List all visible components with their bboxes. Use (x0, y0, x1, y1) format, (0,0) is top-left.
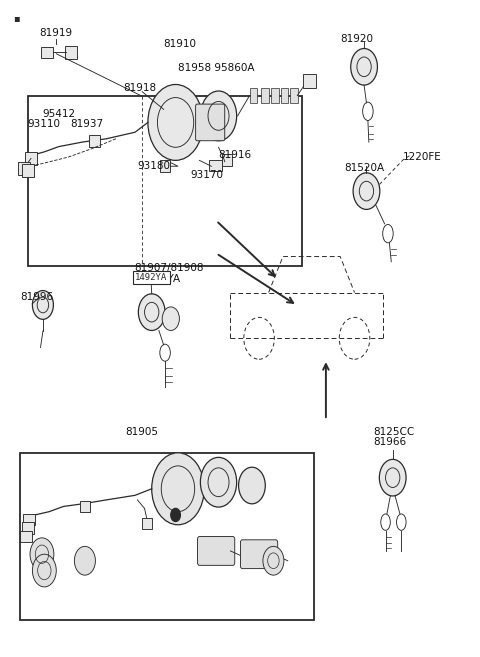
Bar (41, 47, 53, 58)
Text: 8125CC: 8125CC (373, 427, 415, 437)
FancyBboxPatch shape (240, 540, 278, 568)
Bar (222, 154, 232, 166)
Text: 81916: 81916 (218, 150, 252, 160)
Bar (271, 89, 279, 102)
Circle shape (148, 85, 203, 160)
Circle shape (200, 457, 237, 507)
Text: 81905: 81905 (126, 427, 159, 437)
Text: 1492YA: 1492YA (142, 275, 181, 284)
Circle shape (379, 459, 406, 496)
Circle shape (152, 453, 204, 525)
Text: 81520A: 81520A (344, 163, 384, 173)
Bar (25, 152, 37, 165)
Circle shape (74, 547, 96, 575)
Text: 1492YA: 1492YA (135, 273, 168, 282)
Bar (302, 74, 316, 89)
Circle shape (30, 538, 54, 570)
Text: 81919: 81919 (40, 28, 73, 38)
Circle shape (171, 509, 180, 522)
Bar (22, 522, 34, 534)
FancyBboxPatch shape (196, 104, 225, 141)
Bar (262, 89, 269, 102)
Text: 81907/81908: 81907/81908 (134, 263, 204, 273)
Bar (18, 162, 30, 175)
Circle shape (239, 467, 265, 504)
Bar (28, 97, 302, 266)
Bar (132, 271, 170, 284)
Bar (20, 531, 32, 543)
Circle shape (33, 290, 53, 319)
Text: 81920: 81920 (340, 34, 373, 44)
Bar (290, 89, 298, 102)
Text: 81966: 81966 (373, 438, 407, 447)
Circle shape (138, 294, 165, 330)
Text: 93170: 93170 (190, 170, 223, 180)
Bar (80, 501, 90, 512)
Bar (160, 160, 170, 172)
Bar (89, 135, 100, 147)
Text: 93180: 93180 (137, 161, 170, 171)
Bar (250, 89, 257, 102)
Circle shape (263, 547, 284, 575)
Text: 81958 95860A: 81958 95860A (178, 63, 254, 73)
Circle shape (351, 49, 377, 85)
Bar (22, 164, 34, 177)
Text: 81910: 81910 (164, 39, 197, 49)
Bar (65, 46, 77, 59)
Text: 1220FE: 1220FE (403, 152, 442, 162)
Circle shape (353, 173, 380, 210)
Circle shape (162, 307, 180, 330)
Text: 95412: 95412 (42, 109, 75, 119)
Bar (281, 89, 288, 102)
Bar (209, 160, 222, 171)
Text: ▪: ▪ (13, 12, 20, 23)
Text: 81918: 81918 (123, 83, 156, 93)
FancyBboxPatch shape (198, 537, 235, 565)
Text: 93110: 93110 (28, 120, 60, 129)
Text: 81937: 81937 (71, 120, 104, 129)
Circle shape (33, 555, 56, 587)
Text: 81996: 81996 (21, 292, 54, 302)
Bar (142, 518, 152, 529)
Circle shape (200, 91, 237, 141)
Bar (23, 514, 35, 526)
Bar (21, 453, 314, 620)
